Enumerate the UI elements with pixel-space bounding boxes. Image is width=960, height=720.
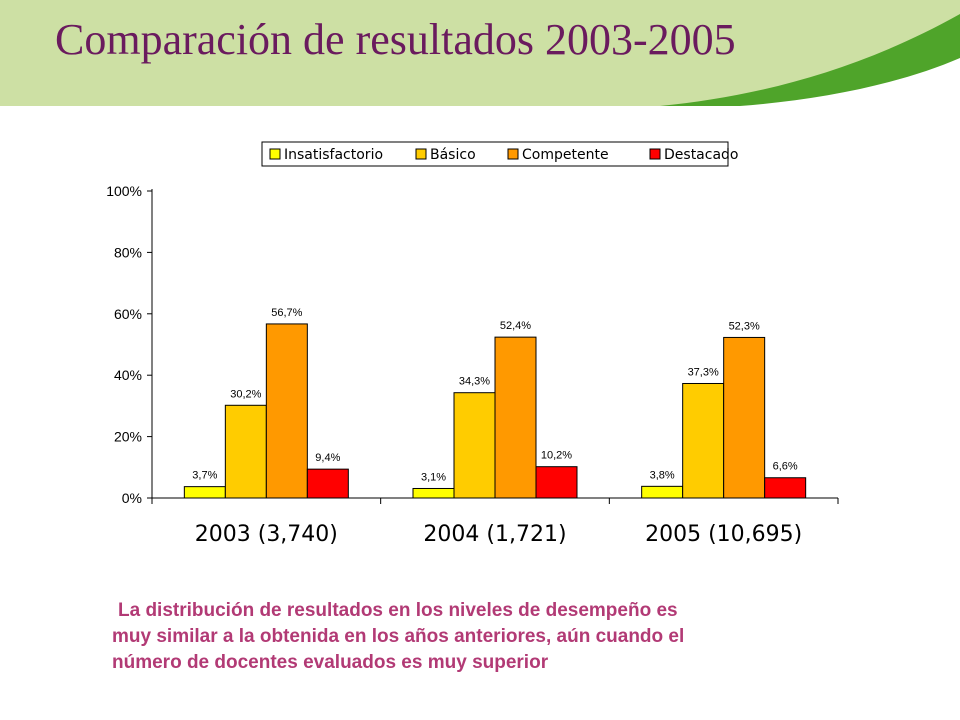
data-label: 9,4% bbox=[315, 452, 340, 464]
bar bbox=[224, 404, 267, 499]
bar bbox=[265, 323, 308, 499]
data-label: 52,4% bbox=[500, 320, 531, 332]
data-label: 3,7% bbox=[192, 470, 217, 482]
data-label: 6,6% bbox=[773, 461, 798, 473]
bar bbox=[306, 468, 349, 499]
caption-text: La distribución de resultados en los niv… bbox=[112, 598, 852, 676]
data-label: 37,3% bbox=[688, 366, 719, 378]
legend-swatch bbox=[415, 148, 427, 160]
bar bbox=[723, 336, 766, 499]
legend-entry: Insatisfactorio bbox=[284, 147, 383, 163]
legend-entry: Competente bbox=[522, 147, 609, 163]
bar bbox=[494, 336, 537, 499]
swoosh-inner bbox=[740, 58, 960, 106]
y-tick-label: 20% bbox=[114, 429, 142, 445]
y-tick-label: 60% bbox=[114, 306, 142, 322]
legend-swatch bbox=[269, 148, 281, 160]
data-label: 10,2% bbox=[541, 450, 572, 462]
x-category-label: 2005 (10,695) bbox=[645, 522, 802, 547]
legend-swatch bbox=[507, 148, 519, 160]
caption-line-3: número de docentes evaluados es muy supe… bbox=[112, 652, 549, 673]
y-tick-label: 40% bbox=[114, 367, 142, 383]
legend-entry: Destacado bbox=[664, 147, 738, 163]
bar bbox=[764, 477, 807, 499]
legend-swatch bbox=[649, 148, 661, 160]
bar bbox=[412, 487, 455, 499]
caption-line-2: muy similar a la obtenida en los años an… bbox=[112, 626, 685, 647]
data-label: 3,1% bbox=[421, 471, 446, 483]
bar bbox=[535, 466, 578, 499]
caption-line-1: La distribución de resultados en los niv… bbox=[118, 600, 678, 621]
y-tick-label: 100% bbox=[106, 183, 142, 199]
bar bbox=[682, 382, 725, 499]
x-category-label: 2003 (3,740) bbox=[195, 522, 338, 547]
bar-chart: 0% 20% 40% 60% 80% 100% 3,7% 30,2% 56,7% 9,4% 2003… bbox=[106, 141, 839, 547]
header-swoosh bbox=[660, 14, 960, 106]
data-label: 30,2% bbox=[230, 388, 261, 400]
y-tick-label: 80% bbox=[114, 244, 142, 260]
data-label: 56,7% bbox=[271, 307, 302, 319]
page-title: Comparación de resultados 2003-2005 bbox=[55, 15, 736, 64]
data-label: 34,3% bbox=[459, 376, 490, 388]
legend-entry: Básico bbox=[430, 147, 476, 163]
bar bbox=[183, 486, 226, 499]
swoosh-outer bbox=[660, 14, 960, 106]
bar bbox=[641, 485, 684, 499]
y-tick-label: 0% bbox=[122, 490, 142, 506]
bar bbox=[453, 392, 496, 499]
data-label: 3,8% bbox=[650, 469, 675, 481]
data-label: 52,3% bbox=[729, 320, 760, 332]
x-category-label: 2004 (1,721) bbox=[423, 522, 566, 547]
